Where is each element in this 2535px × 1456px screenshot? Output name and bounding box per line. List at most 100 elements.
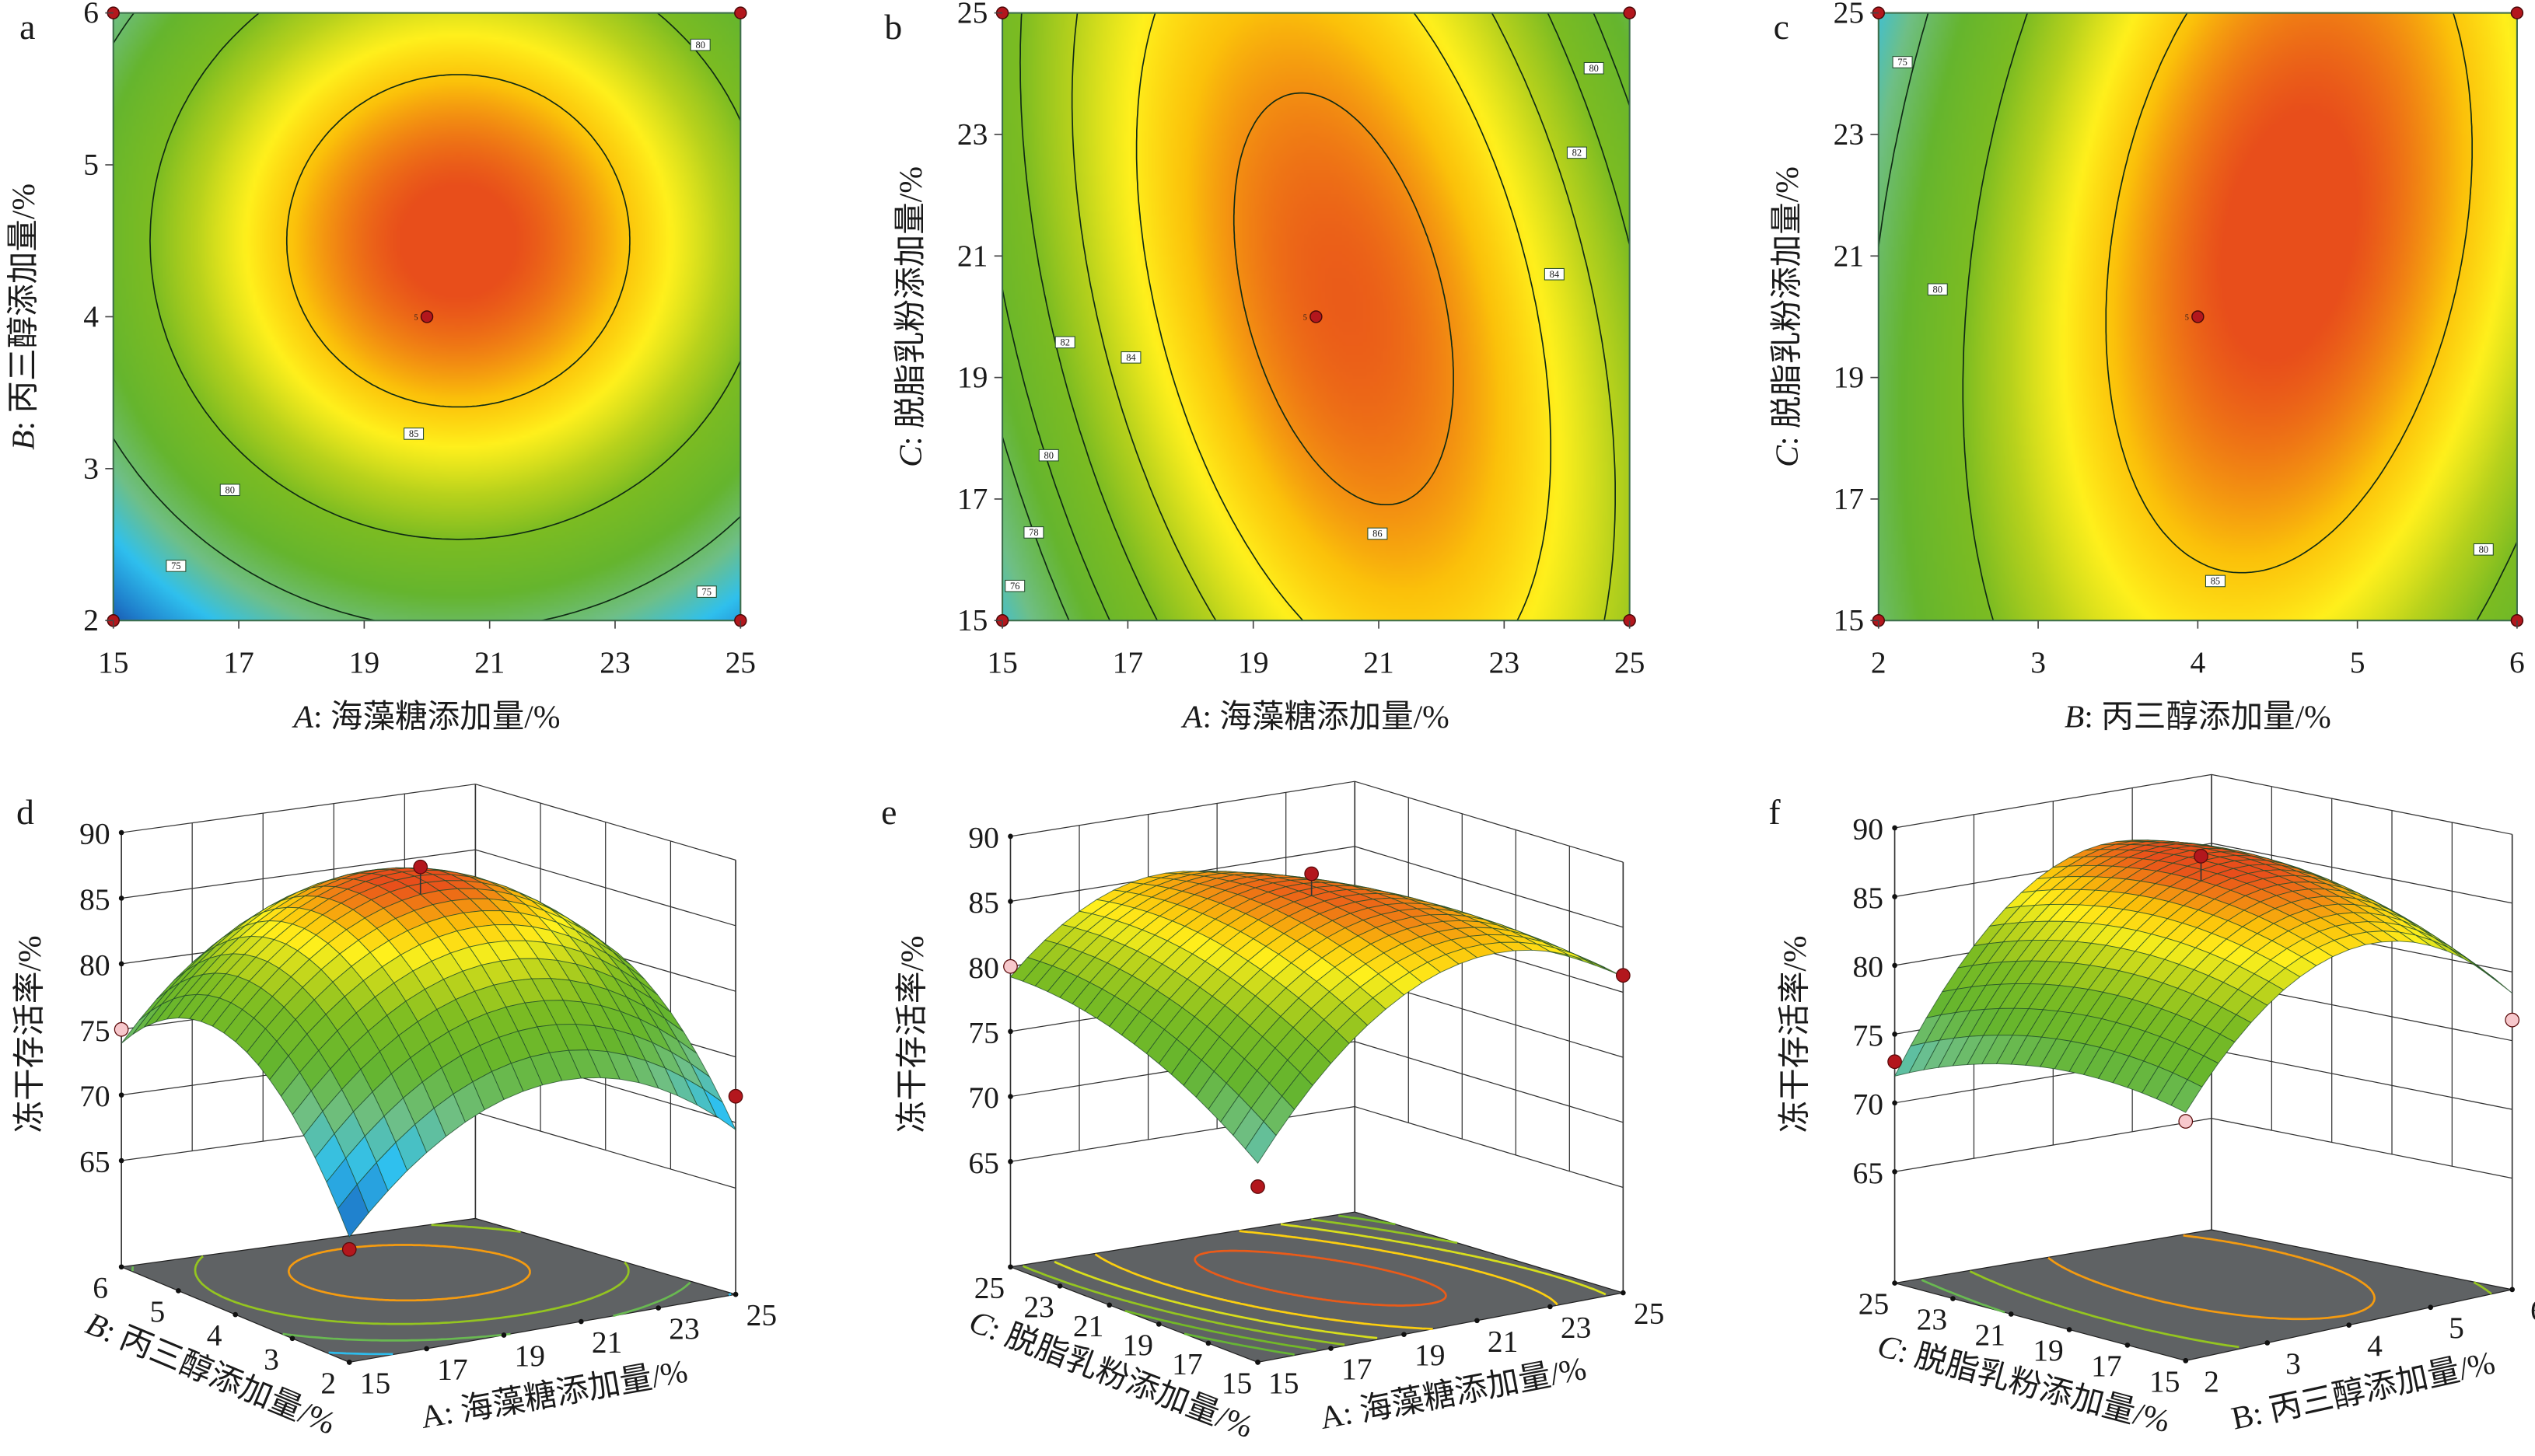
x-axis-title-text: : 海藻糖添加量/% [441,1353,691,1430]
floor-contour-line-84 [1094,1253,1433,1330]
contour-line-86 [1233,92,1454,506]
contour-line-75 [113,12,741,621]
wall-grid-line [2211,1118,2512,1179]
y-tick-mark [1892,1280,1897,1286]
y-tick-label: 15 [957,603,988,637]
contour-label: 80 [1583,61,1604,75]
x-tick-mark [2264,1340,2271,1346]
z-tick-label: 85 [79,882,110,917]
y-tick-mark [1008,1264,1013,1270]
x-tick-mark [501,1332,507,1338]
contour-label-text: 82 [1572,148,1582,159]
panel-letter: f [1768,792,1781,832]
x-tick-label: 21 [1363,645,1393,679]
wall-grid-line [1894,773,2212,829]
z-axis-title: 冻干存活率/% [11,935,47,1133]
design-point [2191,310,2205,323]
x-tick-label: 19 [1238,645,1268,679]
floor-contour-line-82 [1054,1260,1378,1339]
z-tick-label: 80 [968,951,998,985]
wall-grid-line [2211,1049,2512,1110]
x-axis-title: A: 海藻糖添加量/% [292,698,561,734]
wall-grid-line [1355,1105,1624,1189]
floor-contour-line-78 [1124,1310,1316,1351]
design-point [1623,6,1636,19]
panel-letter: b [884,7,902,47]
z-tick-mark [1008,899,1013,904]
contour-label-text: 85 [2211,576,2220,587]
y-tick-label: 17 [1172,1346,1202,1381]
wall-grid-line [1010,1105,1355,1162]
z-tick-mark [1008,1028,1013,1035]
z-tick-mark [1892,1100,1897,1106]
x-tick-label: 17 [1341,1352,1372,1386]
observed-point-below [114,1021,129,1037]
response-surface [121,867,737,1238]
y-tick-label: 25 [957,0,988,30]
contour-label-text: 80 [2479,544,2488,555]
x-tick-label: 5 [2350,645,2365,679]
surface-panel-f: 23456151719212325657075808590C: 脱脂乳粉添加量/… [1768,773,2535,1439]
contour-line-80 [1962,12,2517,621]
contour-label-text: 84 [1126,352,1136,363]
y-tick-label: 4 [207,1318,222,1353]
design-point [420,310,434,323]
z-tick-label: 90 [79,817,110,851]
observed-point-above [413,859,428,875]
z-tick-mark [118,829,124,836]
y-tick-label: 15 [2149,1364,2180,1398]
observed-point-above [341,1241,357,1257]
x-tick-label: 23 [669,1311,699,1346]
y-tick-label: 21 [957,239,988,273]
contour-label-text: 82 [1060,337,1069,347]
y-tick-label: 4 [83,299,99,333]
z-tick-mark [1892,1168,1897,1175]
contour-line-85 [2105,12,2473,574]
floor-contour-line-80 [1022,1265,1345,1346]
y-axis-title: B: 丙三醇添加量/% [5,183,40,450]
floor-contour-line-80 [2473,1281,2492,1295]
contour-lines [113,12,741,621]
observed-point-below [2505,1012,2520,1028]
contour-label-text: 86 [1372,529,1382,539]
floor-contour-plane [1009,1211,1624,1363]
z-tick-label: 80 [1853,949,1883,983]
x-axis-title: A: 海藻糖添加量/% [1180,698,1449,734]
contour-label-text: 80 [1933,284,1942,295]
x-axis-var: A [1180,698,1203,734]
z-tick-label: 70 [1853,1087,1883,1121]
contour-label: 78 [1023,526,1044,539]
surface-facet [2432,940,2463,959]
wall-grid-line [121,849,476,899]
contour-label: 86 [1367,527,1388,540]
panel-letter: e [881,792,897,832]
contour-line-78 [1002,12,1630,621]
observed-point-above [728,1088,743,1104]
contour-line-80 [1019,12,1630,621]
z-tick-label: 85 [1853,881,1883,915]
x-tick-mark [579,1318,584,1325]
contour-label-text: 75 [1897,57,1907,68]
x-axis-title-text: : 丙三醇添加量/% [2084,698,2330,734]
z-tick-mark [118,1157,124,1164]
y-tick-label: 25 [974,1270,1005,1304]
y-axis-title-text: : 脱脂乳粉添加量/% [1768,166,1804,445]
z-tick-label: 80 [79,948,110,982]
x-tick-mark [733,1291,739,1297]
observed-point-above [1304,866,1320,882]
y-tick-label: 21 [1073,1308,1103,1343]
contour-label: 76 [1005,579,1026,592]
x-tick-label: 23 [600,645,630,679]
contour-label: 80 [219,484,240,497]
floor-contour-line-76 [1184,1332,1295,1356]
x-tick-mark [2509,1287,2516,1293]
x-tick-label: 4 [2367,1329,2383,1363]
contour-label: 85 [404,428,425,440]
y-tick-label: 19 [1123,1328,1153,1362]
floor-contour-line-80 [194,1255,630,1325]
z-tick-mark [118,1092,124,1098]
